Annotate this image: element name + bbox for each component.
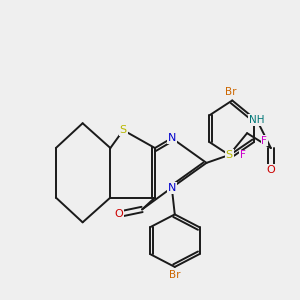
- Text: S: S: [120, 125, 127, 135]
- Text: Br: Br: [225, 87, 236, 97]
- Text: NH: NH: [249, 115, 265, 125]
- Text: N: N: [168, 183, 176, 193]
- Text: N: N: [168, 133, 176, 143]
- Text: F: F: [240, 150, 246, 161]
- Text: F: F: [262, 136, 267, 146]
- Text: O: O: [114, 209, 123, 219]
- Text: S: S: [226, 150, 233, 160]
- Text: Br: Br: [169, 270, 181, 280]
- Text: O: O: [266, 165, 275, 175]
